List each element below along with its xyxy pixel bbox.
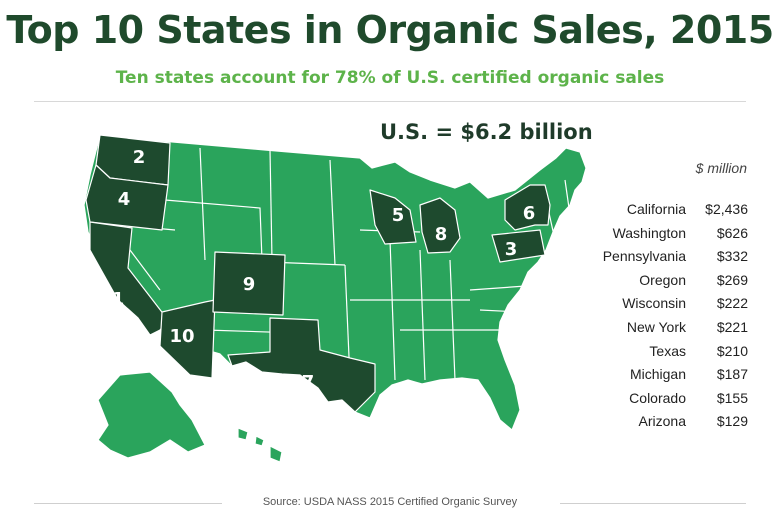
source-rule-left <box>34 503 222 504</box>
alaska-shape <box>97 371 206 459</box>
row-state: California <box>626 201 686 217</box>
row-value: $187 <box>716 366 748 383</box>
us-total: U.S. = $6.2 billion <box>380 120 593 144</box>
table-row: Arizona $129 <box>596 413 748 437</box>
rank-label-arizona: 10 <box>169 326 194 347</box>
table-row: Washington $626 <box>596 225 748 249</box>
rank-label-new-york: 6 <box>523 203 536 224</box>
row-value: $129 <box>716 413 748 430</box>
rank-labels: 1 2 3 4 5 6 7 8 9 10 <box>112 147 536 393</box>
rank-label-texas: 7 <box>302 372 315 393</box>
table-row: New York $221 <box>596 319 748 343</box>
row-state: Texas <box>649 342 686 359</box>
row-value: $626 <box>716 224 748 241</box>
state-new-york <box>504 184 551 231</box>
state-michigan <box>419 197 461 254</box>
table-row: Colorado $155 <box>596 390 748 414</box>
rank-label-colorado: 9 <box>243 274 256 295</box>
row-value: $2,436 <box>705 201 748 217</box>
state-california <box>89 221 169 336</box>
divider <box>34 101 746 102</box>
row-value: $221 <box>716 318 748 335</box>
state-colorado <box>212 251 286 316</box>
table-row: Oregon $269 <box>596 272 748 296</box>
row-value: $155 <box>716 389 748 406</box>
state-oregon <box>85 164 169 231</box>
row-state: Arizona <box>638 413 686 430</box>
row-value: $222 <box>716 295 748 312</box>
state-arizona <box>159 299 216 379</box>
source-rule-right <box>560 503 746 504</box>
row-state: Colorado <box>629 389 686 406</box>
unit-label: $ million <box>695 160 747 176</box>
table-row: Pennsylvania $332 <box>596 248 748 272</box>
table-row: California $2,436 <box>596 201 748 225</box>
table-row: Texas $210 <box>596 343 748 367</box>
table-row: Michigan $187 <box>596 366 748 390</box>
rank-label-california: 1 <box>112 289 125 310</box>
page-subtitle: Ten states account for 78% of U.S. certi… <box>115 68 665 88</box>
map-background <box>83 134 587 463</box>
state-texas <box>227 317 376 413</box>
row-state: Washington <box>612 224 686 241</box>
top10-states <box>85 134 551 413</box>
row-state: Pennsylvania <box>602 248 686 265</box>
row-state: Oregon <box>639 271 686 288</box>
hawaii-shape <box>237 427 283 463</box>
state-pennsylvania <box>491 229 546 263</box>
page-title: Top 10 States in Organic Sales, 2015 <box>6 8 774 52</box>
row-state: New York <box>626 318 686 335</box>
rank-label-wisconsin: 5 <box>392 205 405 226</box>
row-state: Michigan <box>629 366 686 383</box>
row-state: Wisconsin <box>622 295 686 312</box>
rank-label-michigan: 8 <box>435 224 448 245</box>
row-value: $210 <box>716 342 748 359</box>
table-row: Wisconsin $222 <box>596 295 748 319</box>
state-wisconsin <box>369 189 417 245</box>
source-note: Source: USDA NASS 2015 Certified Organic… <box>262 496 518 508</box>
row-value: $269 <box>716 271 748 288</box>
row-value: $332 <box>716 248 748 265</box>
rank-label-washington: 2 <box>133 147 146 168</box>
sales-table: California $2,436 Washington $626 Pennsy… <box>596 201 748 437</box>
rank-label-oregon: 4 <box>118 189 131 210</box>
rank-label-pennsylvania: 3 <box>505 239 518 260</box>
